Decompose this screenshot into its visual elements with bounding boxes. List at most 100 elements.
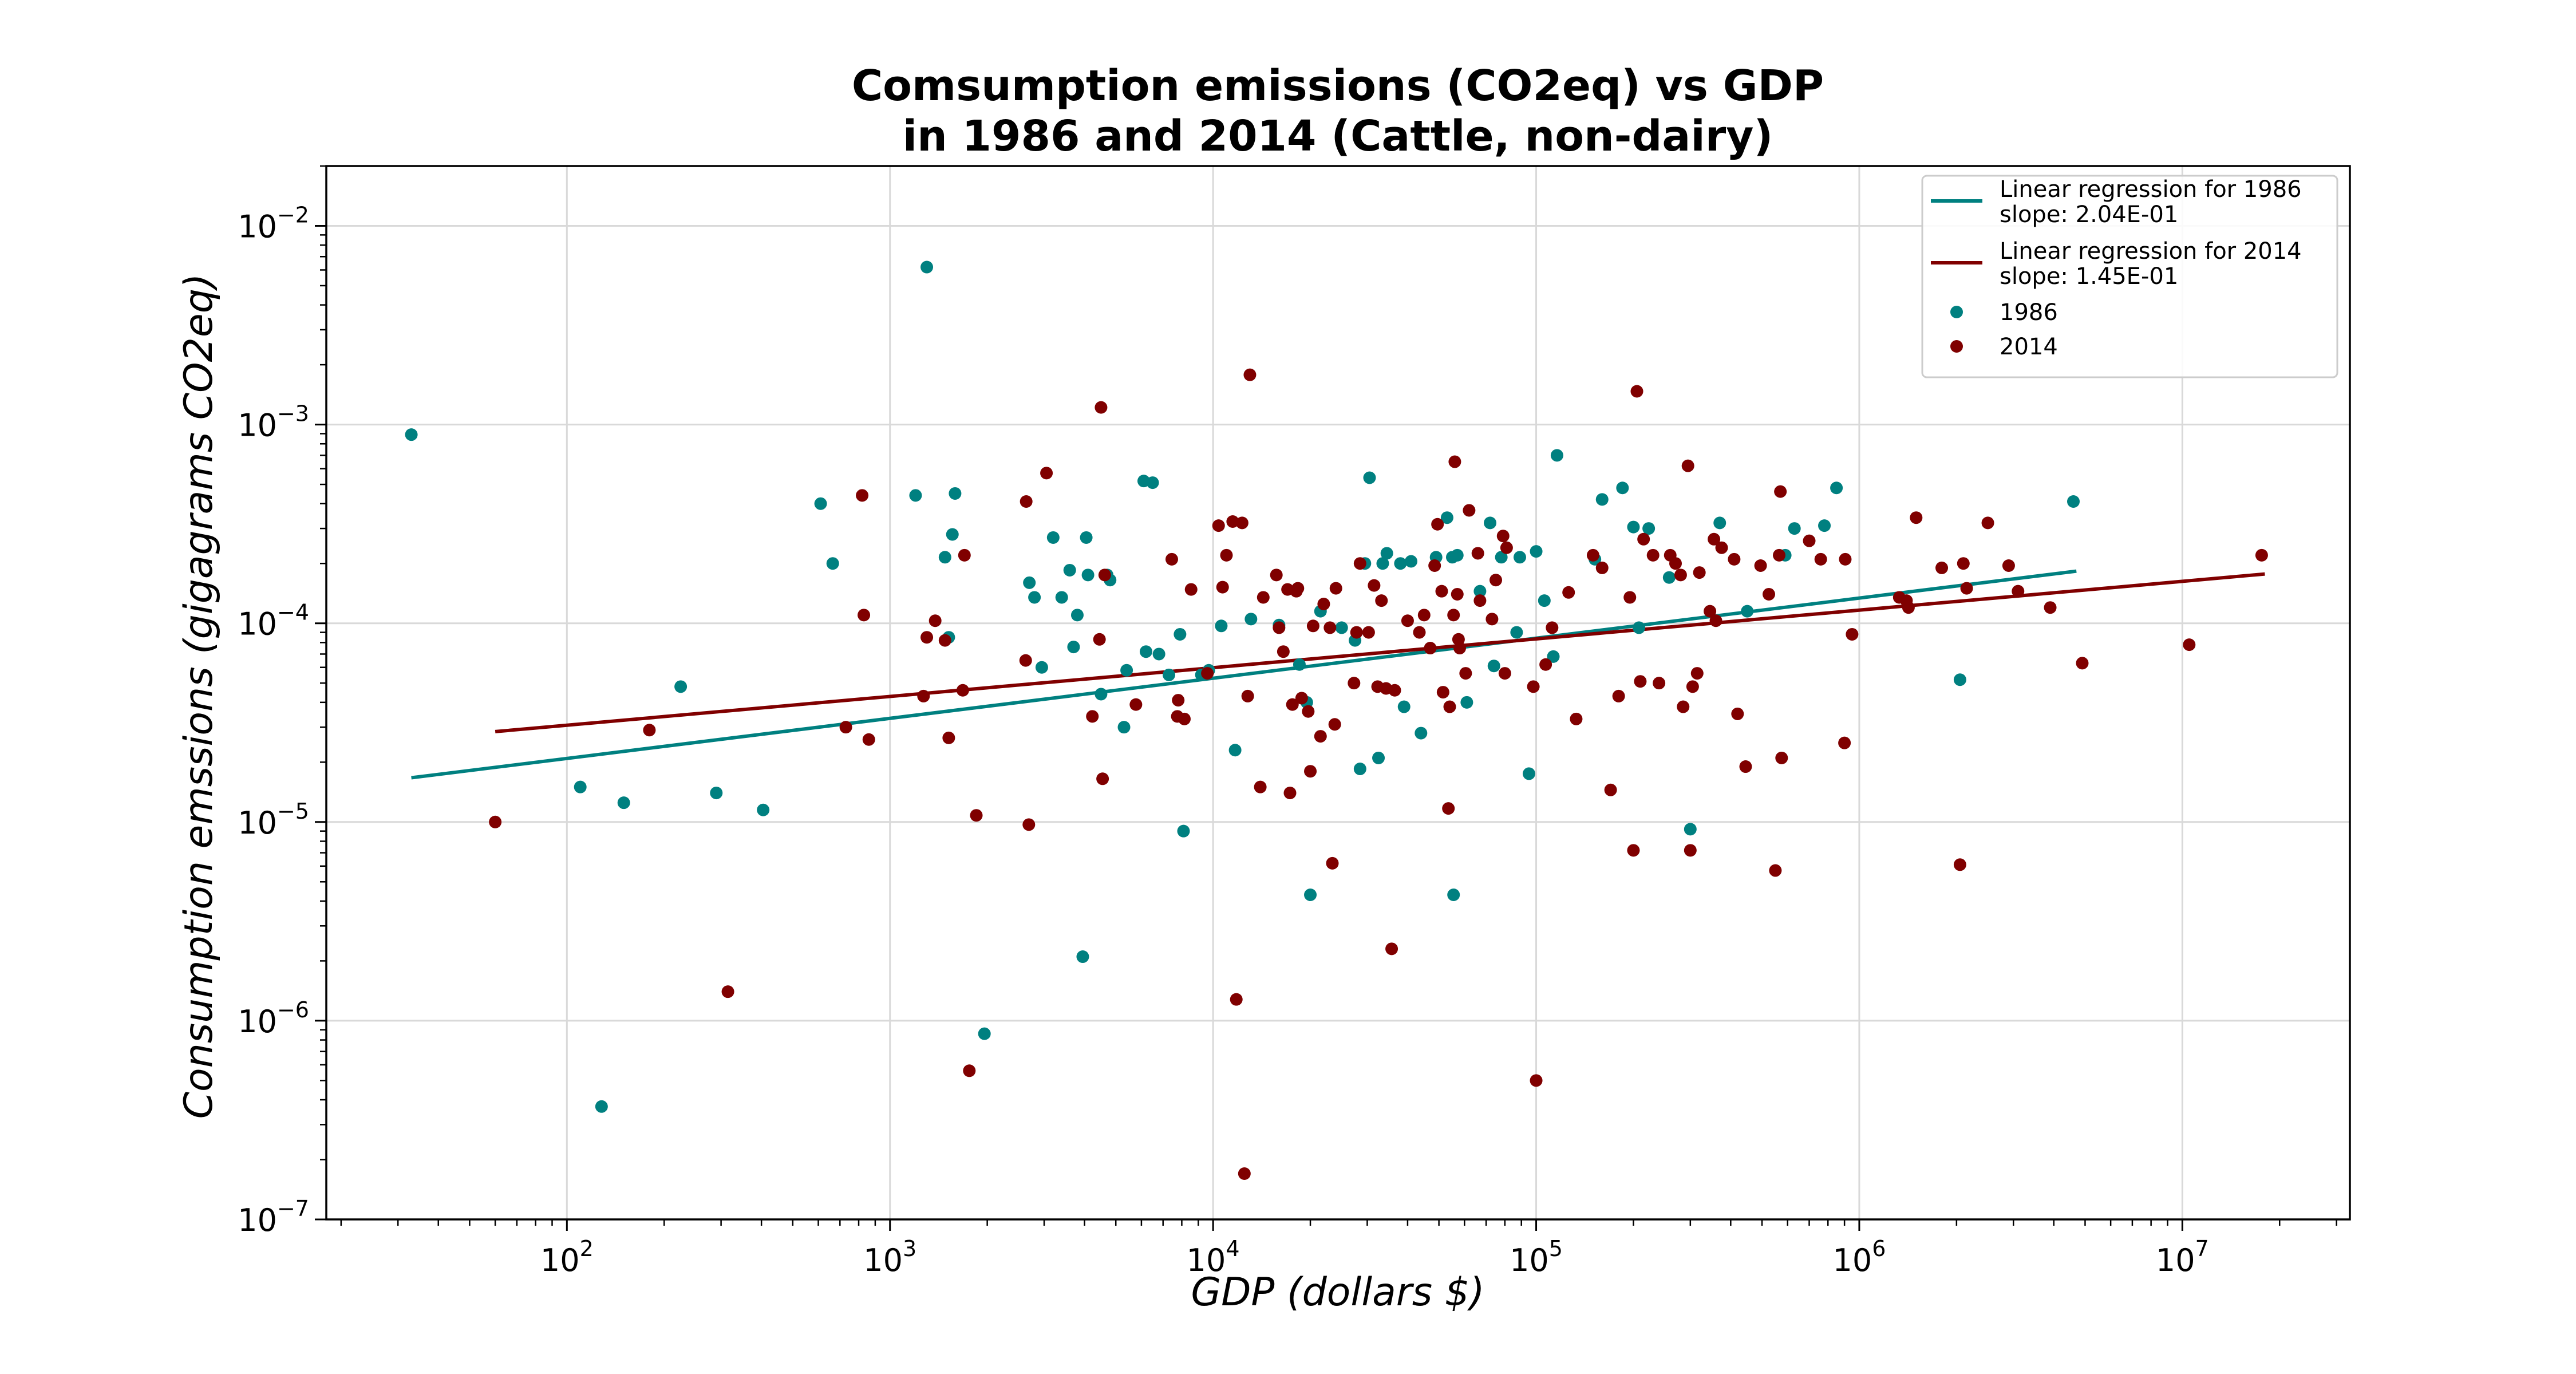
data-point-2014 [1129,698,1143,711]
axis-ticks: 102 103 104 105 106 10710−710−610−510−410−310… [238,165,2337,1278]
x-tick-exp: 2 [580,1236,594,1261]
y-tick-exp: −3 [277,401,309,427]
data-point-1986 [1120,664,1133,677]
data-point-2014 [1230,993,1243,1006]
data-point-1986 [938,551,951,564]
data-point-2014 [1283,787,1297,800]
data-point-1986 [1447,889,1460,902]
data-point-2014 [856,489,869,502]
legend-label-1986: Linear regression for 1986 slope: 2.04E-0… [2000,176,2302,228]
data-point-2014 [1473,594,1487,607]
data-point-1986 [1510,626,1523,639]
data-point-2014 [1686,680,1699,693]
x-tick-exp: 4 [1226,1236,1239,1261]
data-point-1986 [1146,476,1159,489]
data-point-2014 [1184,583,1198,596]
data-point-1986 [946,528,959,541]
data-point-2014 [839,721,852,734]
series-1986 [405,260,2080,1113]
data-point-2014 [958,548,971,562]
data-point-2014 [929,614,942,627]
data-point-2014 [1459,667,1472,680]
title-line: Comsumption emissions (CO2eq) vs GDP [852,61,1824,110]
y-tick-base: 10 [238,408,277,444]
data-point-2014 [963,1064,976,1077]
legend-label-1986: 1986 [2000,299,2058,326]
data-point-1986 [978,1027,991,1040]
x-tick-label: 103 [863,1236,916,1278]
data-point-2014 [1496,530,1510,543]
legend-label-line: slope: 1.45E-01 [2000,263,2178,290]
data-point-2014 [1653,677,1666,690]
data-point-2014 [956,684,969,697]
data-point-1986 [1451,548,1464,562]
x-tick-base: 10 [540,1242,580,1278]
data-point-2014 [1674,568,1687,582]
legend-marker-2014 [1950,340,1963,353]
data-point-2014 [1731,707,1744,720]
data-point-2014 [1368,579,1381,592]
data-point-2014 [1286,698,1299,711]
legend-label-2014: Linear regression for 2014 slope: 1.45E-0… [2000,238,2302,290]
regression-lines [411,569,2265,780]
data-point-1986 [2067,495,2080,508]
data-point-1986 [1397,700,1411,713]
data-point-2014 [2076,657,2089,670]
data-point-1986 [1394,557,1407,570]
data-point-1986 [1487,660,1500,673]
data-point-2014 [643,724,656,737]
data-point-1986 [1080,531,1093,544]
title-line: in 1986 and 2014 (Cattle, non-dairy) [903,112,1773,161]
data-point-1986 [1495,551,1508,564]
data-point-1986 [1023,576,1036,589]
data-point-2014 [1604,783,1617,796]
y-tick-exp: −6 [277,997,309,1022]
data-point-2014 [1375,594,1388,607]
data-point-1986 [1244,613,1258,626]
data-point-1986 [1513,551,1526,564]
data-point-1986 [1484,516,1497,530]
x-tick-label: 107 [2156,1236,2209,1278]
data-point-1986 [1616,481,1629,495]
y-tick-label: 10−6 [238,997,309,1040]
data-point-2014 [1436,686,1449,699]
data-point-2014 [1323,621,1337,634]
data-point-2014 [1362,626,1375,639]
data-point-2014 [1623,591,1637,604]
data-point-2014 [2183,638,2196,652]
data-point-1986 [1076,950,1089,964]
data-point-1986 [1063,563,1076,577]
data-point-1986 [1741,605,1754,618]
data-point-2014 [1243,368,1257,381]
data-point-1986 [949,487,962,500]
data-point-2014 [1270,568,1283,582]
data-point-1986 [1035,661,1048,674]
data-point-2014 [1728,552,1741,566]
data-point-1986 [1380,547,1393,560]
data-point-2014 [1212,519,1225,532]
data-point-2014 [942,731,955,744]
data-point-2014 [1178,712,1191,725]
chart-title: Comsumption emissions (CO2eq) vs GDP in 1… [852,61,1824,161]
y-tick-label: 10−3 [238,401,309,444]
data-point-2014 [1096,772,1109,785]
data-point-2014 [1669,557,1682,570]
data-point-2014 [1839,552,1852,566]
data-point-2014 [1803,534,1816,547]
y-tick-label: 10−2 [238,202,309,244]
data-point-1986 [1830,481,1843,495]
data-point-2014 [1388,684,1401,697]
data-point-2014 [1295,692,1308,705]
data-point-1986 [1081,568,1095,582]
data-point-2014 [1775,751,1788,764]
data-point-2014 [1957,557,1970,570]
y-tick-base: 10 [238,1004,277,1040]
data-point-1986 [1353,763,1366,776]
data-point-1986 [1067,641,1080,654]
data-point-2014 [1562,586,1575,599]
data-point-2014 [1981,516,1994,530]
x-tick-exp: 3 [903,1236,916,1261]
data-point-1986 [674,680,688,693]
data-point-1986 [814,497,827,510]
